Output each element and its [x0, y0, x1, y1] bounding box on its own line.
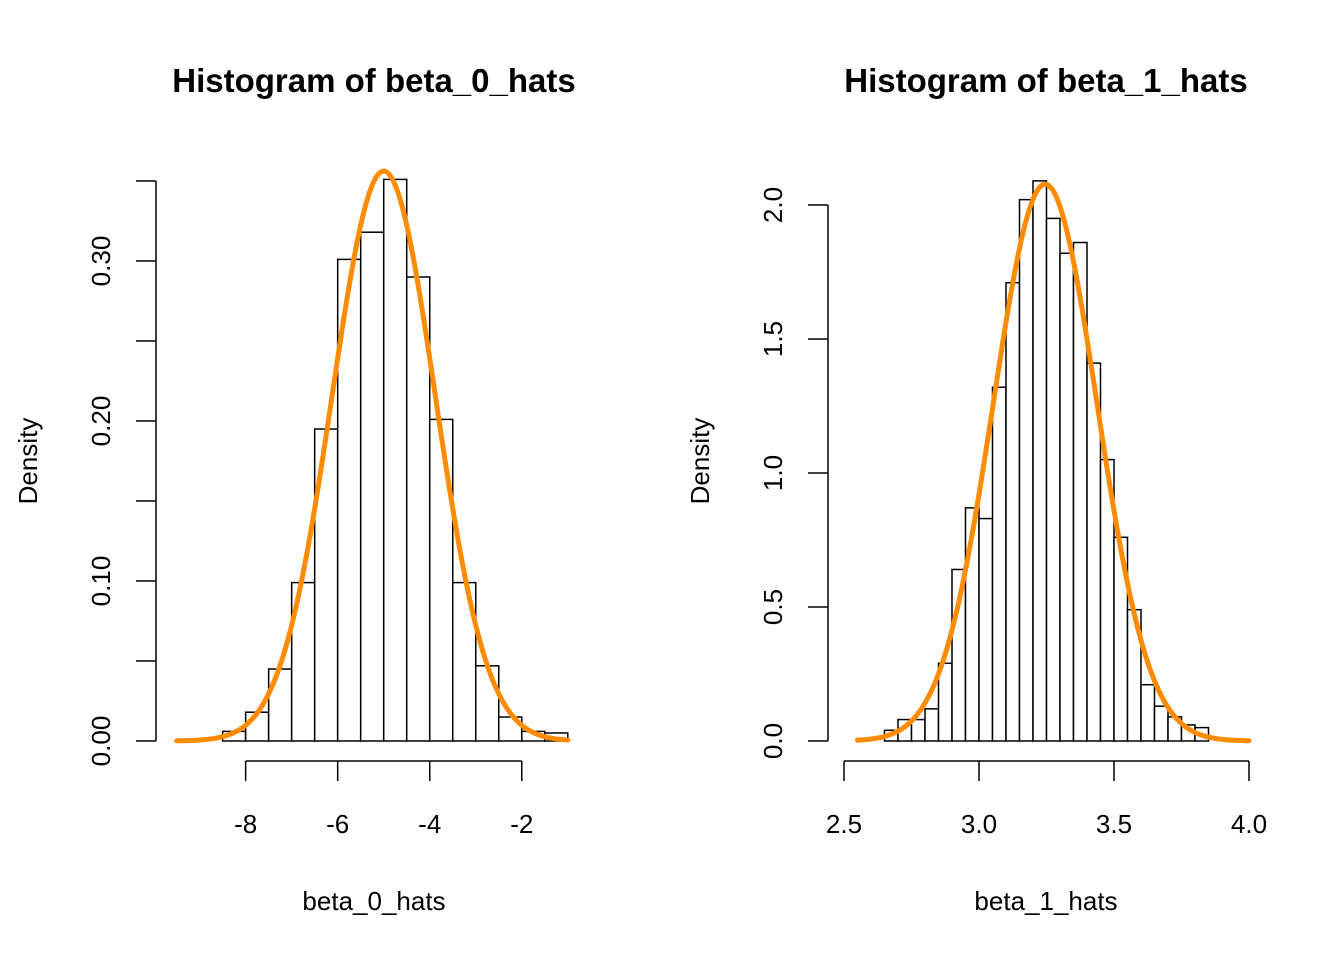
x-axis: 2.5 3.0 3.5 4.0 [826, 760, 1267, 839]
histogram-bar [428, 418, 454, 742]
histogram-bar [1005, 281, 1021, 742]
histogram-bar [910, 718, 926, 742]
histogram-bar [359, 231, 385, 742]
y-tick-label: 0.0 [758, 723, 788, 759]
y-axis: 0.00 0.10 0.20 0.30 [86, 180, 157, 767]
histogram-bar [1032, 180, 1048, 742]
x-tick-label: 3.5 [1096, 809, 1132, 839]
y-tick-label: 1.0 [758, 455, 788, 491]
histogram-bar [1059, 252, 1075, 742]
histogram-bar [267, 668, 293, 742]
y-tick-label: 1.5 [758, 321, 788, 357]
y-tick-label: 0.00 [86, 716, 116, 767]
histogram-bar [924, 708, 940, 742]
histogram-bar [978, 517, 994, 742]
density-curve-group [855, 181, 1252, 744]
density-curve [855, 181, 1252, 744]
histogram-bar [991, 386, 1007, 742]
histogram-bar [382, 178, 408, 742]
x-axis: -8 -6 -4 -2 [234, 760, 533, 839]
histogram-bar [1140, 683, 1156, 742]
x-axis-label: beta_0_hats [302, 886, 445, 916]
histogram-bar [1153, 705, 1169, 742]
histogram-panel-beta-1: Histogram of beta_1_hats beta_1_hats Den… [685, 62, 1267, 916]
histogram-panel-beta-0: Histogram of beta_0_hats beta_0_hats Den… [13, 62, 576, 916]
density-curve-group [174, 168, 571, 744]
x-axis-label: beta_1_hats [974, 886, 1117, 916]
x-tick-label: -6 [326, 809, 349, 839]
x-tick-label: 2.5 [826, 809, 862, 839]
histogram-bars [221, 178, 569, 742]
y-tick-label: 0.10 [86, 556, 116, 607]
y-axis: 0.0 0.5 1.0 1.5 2.0 [758, 187, 829, 759]
y-tick-label: 0.30 [86, 236, 116, 287]
histogram-bar [475, 665, 500, 742]
y-axis-label: Density [13, 418, 43, 505]
x-tick-label: -8 [234, 809, 257, 839]
chart-title: Histogram of beta_0_hats [172, 62, 575, 99]
y-tick-label: 0.5 [758, 589, 788, 625]
x-tick-label: -2 [510, 809, 533, 839]
y-axis-label: Density [685, 418, 715, 505]
x-tick-label: 3.0 [961, 809, 997, 839]
chart-title: Histogram of beta_1_hats [844, 62, 1247, 99]
x-tick-label: 4.0 [1231, 809, 1267, 839]
density-curve [174, 168, 571, 744]
histogram-bars [883, 180, 1210, 742]
histogram-bar [1045, 217, 1061, 742]
y-tick-label: 2.0 [758, 187, 788, 223]
histogram-bar [1018, 198, 1034, 742]
y-tick-label: 0.20 [86, 396, 116, 447]
x-tick-label: -4 [418, 809, 441, 839]
